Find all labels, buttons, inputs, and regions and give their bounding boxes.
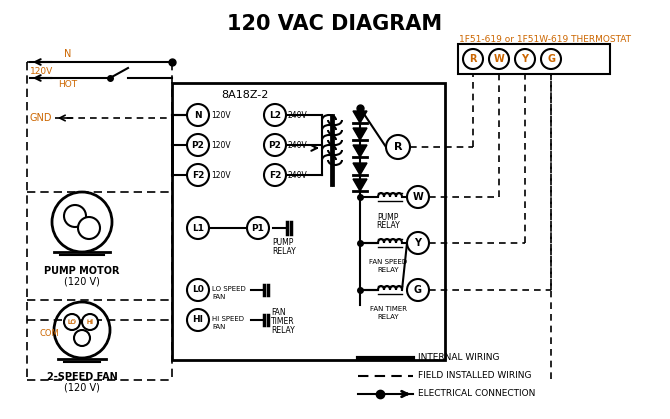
Text: COM: COM [40, 328, 60, 337]
Text: W: W [413, 192, 423, 202]
Text: PUMP: PUMP [272, 238, 293, 247]
Polygon shape [353, 111, 367, 123]
Text: RELAY: RELAY [376, 221, 400, 230]
Text: L1: L1 [192, 223, 204, 233]
Text: P2: P2 [269, 140, 281, 150]
Text: Y: Y [521, 54, 529, 64]
Text: (120 V): (120 V) [64, 383, 100, 393]
Circle shape [64, 205, 86, 227]
Text: FIELD INSTALLED WIRING: FIELD INSTALLED WIRING [418, 372, 531, 380]
Text: 8A18Z-2: 8A18Z-2 [221, 90, 269, 100]
Text: FAN SPEED: FAN SPEED [369, 259, 407, 265]
Text: FAN: FAN [212, 294, 225, 300]
Polygon shape [353, 179, 367, 191]
Text: LO: LO [68, 320, 76, 324]
Text: HI SPEED: HI SPEED [212, 316, 244, 322]
Text: TIMER: TIMER [271, 317, 295, 326]
Circle shape [463, 49, 483, 69]
Polygon shape [353, 128, 367, 140]
Text: 120V: 120V [211, 171, 230, 179]
Text: HI: HI [86, 319, 94, 325]
Text: L0: L0 [192, 285, 204, 295]
Circle shape [74, 330, 90, 346]
Text: FAN: FAN [212, 324, 225, 330]
Text: RELAY: RELAY [377, 314, 399, 320]
Circle shape [187, 164, 209, 186]
Circle shape [187, 104, 209, 126]
Circle shape [264, 134, 286, 156]
Text: FAN TIMER: FAN TIMER [369, 306, 407, 312]
Circle shape [78, 217, 100, 239]
Text: PUMP MOTOR: PUMP MOTOR [44, 266, 120, 276]
Polygon shape [353, 163, 367, 175]
Circle shape [187, 309, 209, 331]
Polygon shape [353, 145, 367, 157]
Text: INTERNAL WIRING: INTERNAL WIRING [418, 354, 500, 362]
Text: 120 VAC DIAGRAM: 120 VAC DIAGRAM [227, 14, 443, 34]
Bar [172, 83, 445, 360]
Circle shape [187, 217, 209, 239]
Text: 2-SPEED FAN: 2-SPEED FAN [47, 372, 117, 382]
Text: RELAY: RELAY [271, 326, 295, 335]
Text: ELECTRICAL CONNECTION: ELECTRICAL CONNECTION [418, 390, 535, 398]
Text: P1: P1 [251, 223, 265, 233]
Text: LO: LO [68, 319, 76, 325]
Text: LO SPEED: LO SPEED [212, 286, 246, 292]
Circle shape [386, 135, 410, 159]
Text: R: R [469, 54, 477, 64]
Text: (120 V): (120 V) [64, 277, 100, 287]
Text: HI: HI [86, 320, 93, 324]
Text: HOT: HOT [58, 80, 78, 89]
Circle shape [489, 49, 509, 69]
Circle shape [52, 192, 112, 252]
Text: RELAY: RELAY [377, 267, 399, 273]
Circle shape [187, 134, 209, 156]
Circle shape [407, 279, 429, 301]
Circle shape [64, 314, 80, 330]
Circle shape [515, 49, 535, 69]
Circle shape [247, 217, 269, 239]
Text: G: G [414, 285, 422, 295]
Text: W: W [494, 54, 505, 64]
Circle shape [541, 49, 561, 69]
Text: HI: HI [192, 316, 204, 324]
Circle shape [54, 302, 110, 358]
Text: 240V: 240V [288, 171, 308, 179]
Text: L2: L2 [269, 111, 281, 119]
Circle shape [82, 314, 98, 330]
Circle shape [264, 104, 286, 126]
Text: Y: Y [415, 238, 421, 248]
Text: 240V: 240V [288, 140, 308, 150]
Text: 120V: 120V [211, 111, 230, 119]
Text: PUMP: PUMP [377, 213, 399, 222]
Circle shape [407, 232, 429, 254]
Text: F2: F2 [192, 171, 204, 179]
Text: F2: F2 [269, 171, 281, 179]
Text: 120V: 120V [211, 140, 230, 150]
Text: N: N [64, 49, 72, 59]
Circle shape [407, 186, 429, 208]
Text: 120V: 120V [30, 67, 53, 76]
Bar [458, 44, 610, 74]
Text: P2: P2 [192, 140, 204, 150]
Text: GND: GND [30, 113, 52, 123]
Text: G: G [547, 54, 555, 64]
Text: R: R [394, 142, 402, 152]
Circle shape [264, 164, 286, 186]
Circle shape [187, 279, 209, 301]
Text: FAN: FAN [271, 308, 285, 317]
Text: RELAY: RELAY [272, 247, 295, 256]
Text: N: N [194, 111, 202, 119]
Text: 240V: 240V [288, 111, 308, 119]
Text: 1F51-619 or 1F51W-619 THERMOSTAT: 1F51-619 or 1F51W-619 THERMOSTAT [459, 35, 631, 44]
